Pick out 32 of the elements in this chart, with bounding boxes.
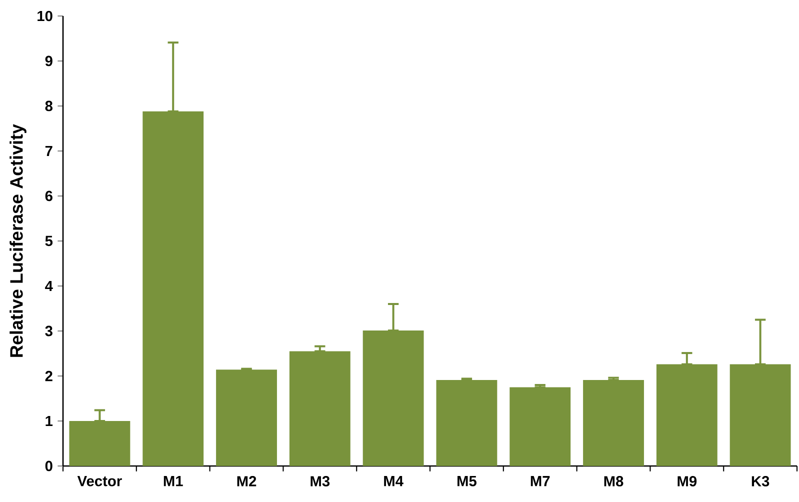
y-tick-label: 5 [45, 236, 53, 246]
x-tick-label: M1 [164, 476, 183, 486]
y-tick-label: 1 [46, 416, 53, 426]
bar [69, 420, 130, 466]
bar [216, 370, 277, 466]
y-tick-label: 3 [45, 326, 52, 336]
bar [142, 111, 204, 466]
x-tick-label: M4 [384, 476, 404, 486]
y-tick-label: 9 [45, 56, 52, 66]
x-tick-label: K3 [752, 476, 770, 486]
y-tick-label: 4 [45, 280, 53, 292]
x-tick-label: M5 [458, 476, 476, 486]
x-tick-label: M9 [678, 476, 697, 486]
y-tick-label: 6 [45, 190, 52, 202]
bar [289, 351, 350, 466]
x-tick-label: Vector [77, 476, 122, 486]
bar [656, 364, 718, 466]
bar [730, 364, 791, 466]
y-tick-label: 8 [45, 100, 53, 112]
x-tick-label: M8 [604, 476, 624, 486]
bar [510, 387, 571, 466]
y-tick-label: 0 [45, 460, 52, 472]
y-axis-title: Relative Luciferase Activity [10, 124, 26, 357]
x-tick-label: M7 [530, 476, 550, 486]
x-tick-label: M2 [237, 476, 256, 486]
bar [362, 330, 424, 466]
bar [583, 380, 644, 466]
y-tick-label: 10 [38, 10, 52, 22]
bar [436, 380, 498, 466]
y-tick-label: 7 [45, 146, 52, 156]
x-tick-label: M3 [310, 476, 330, 486]
y-tick-label: 2 [45, 370, 52, 382]
